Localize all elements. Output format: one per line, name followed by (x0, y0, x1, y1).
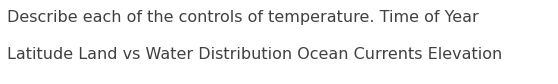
Text: Describe each of the controls of temperature. Time of Year: Describe each of the controls of tempera… (7, 10, 478, 25)
Text: Latitude Land vs Water Distribution Ocean Currents Elevation: Latitude Land vs Water Distribution Ocea… (7, 47, 502, 62)
